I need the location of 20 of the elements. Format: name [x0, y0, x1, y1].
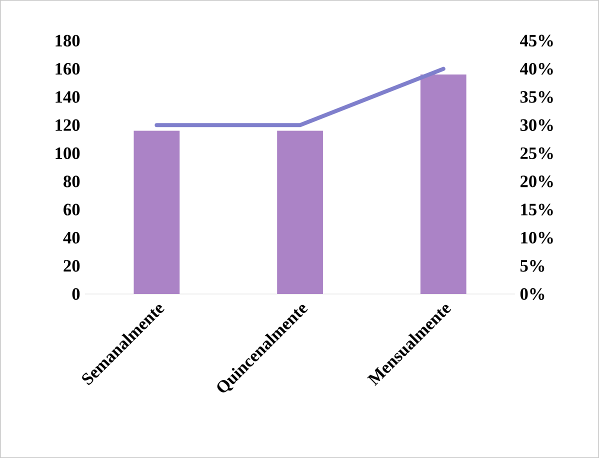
- y-tick-label: 160: [56, 62, 80, 75]
- y-tick-label: 100: [56, 147, 80, 160]
- y2-tick-label: 0%: [520, 288, 544, 300]
- y2-tick-label: 20%: [520, 176, 553, 188]
- y-tick-label: 140: [56, 91, 80, 103]
- y-tick-label: 60: [64, 204, 80, 216]
- y2-tick-label: 10%: [521, 232, 553, 244]
- y2-tick-label: 15%: [521, 204, 553, 216]
- y2-tick-label: 5%: [520, 260, 544, 272]
- y-tick-label: 20: [64, 260, 80, 272]
- y-tick-label: 120: [56, 119, 80, 131]
- y-tick-label: 0: [72, 288, 80, 300]
- y-tick-label: 80: [64, 176, 80, 188]
- y-tick-label: 40: [63, 232, 80, 244]
- y2-tick-label: 40%: [520, 62, 553, 75]
- y2-tick-label: 45%: [520, 34, 553, 47]
- y-tick-label: 180: [56, 34, 80, 47]
- y2-tick-label: 35%: [520, 91, 553, 103]
- y2-tick-label: 30%: [520, 119, 553, 131]
- y2-tick-label: 25%: [520, 147, 553, 160]
